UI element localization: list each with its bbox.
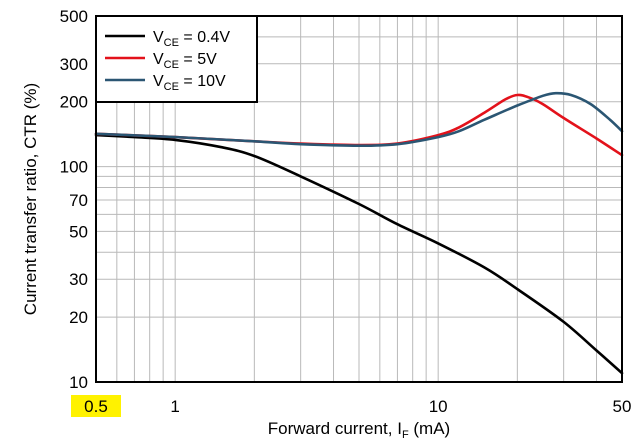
x-tick-label: 50: [613, 397, 632, 416]
series-line-2: [94, 91, 624, 147]
legend-label-main: V: [153, 51, 164, 68]
y-axis-title: Current transfer ratio, CTR (%): [21, 83, 40, 315]
legend-label-main: V: [153, 73, 164, 90]
x-axis-title-unit: (mA): [409, 419, 451, 438]
legend-label-main: V: [153, 29, 164, 46]
x-tick-labels: 0.5 1 10 50: [71, 395, 631, 417]
legend-label-rest: = 0.4V: [179, 29, 230, 46]
y-tick-label: 30: [69, 270, 88, 289]
x-axis-title-sub: F: [402, 429, 409, 441]
y-tick-label: 100: [60, 158, 88, 177]
x-tick-label: 1: [170, 397, 179, 416]
x-axis-title-main: Forward current, I: [268, 419, 402, 438]
legend-label-rest: = 5V: [179, 51, 217, 68]
legend-label-sub: CE: [164, 59, 179, 71]
y-tick-label: 50: [69, 222, 88, 241]
y-tick-label: 20: [69, 308, 88, 327]
legend-label-0: VCE = 0.4V: [153, 29, 230, 49]
series-line-0: [94, 133, 624, 375]
x-tick-label: 0.5: [84, 397, 108, 416]
x-tick-label: 10: [429, 397, 448, 416]
x-tick-highlight: [71, 395, 121, 417]
x-axis-title: Forward current, IF (mA): [268, 419, 450, 441]
y-tick-label: 10: [69, 373, 88, 392]
legend-label-rest: = 10V: [179, 73, 226, 90]
legend-label-1: VCE = 5V: [153, 51, 217, 71]
y-tick-label: 300: [60, 55, 88, 74]
y-tick-label: 70: [69, 191, 88, 210]
plot-frame: [95, 15, 623, 383]
y-tick-label: 500: [60, 7, 88, 26]
y-tick-labels: 10 20 30 50 70 100 200 300 500: [60, 7, 88, 392]
y-tick-label: 200: [60, 93, 88, 112]
legend-label-sub: CE: [164, 37, 179, 49]
series-lines: [94, 91, 624, 375]
legend-label-2: VCE = 10V: [153, 73, 226, 93]
legend-label-sub: CE: [164, 81, 179, 93]
